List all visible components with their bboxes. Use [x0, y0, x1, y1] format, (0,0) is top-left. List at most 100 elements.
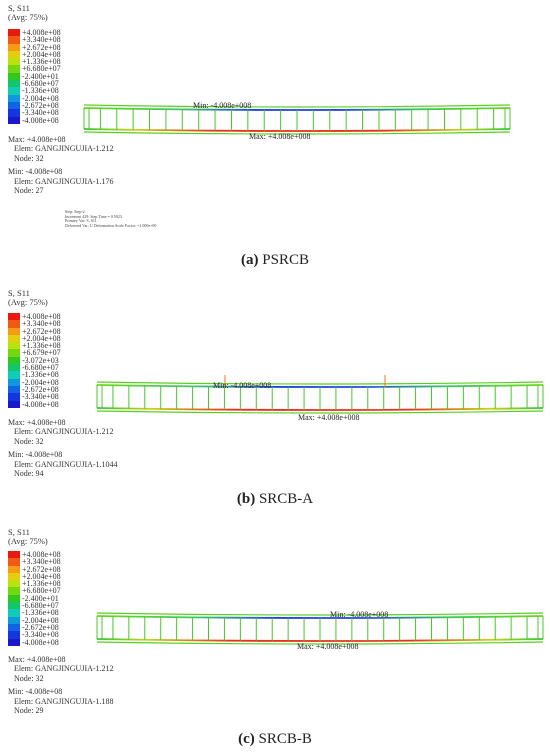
legend-swatch — [8, 334, 20, 343]
min-elem: Elem: GANGJINGUJIA-1.188 — [14, 696, 114, 706]
legend-swatch — [8, 29, 20, 37]
legend-swatch — [8, 638, 20, 646]
legend-label: -1.336e+08 — [22, 86, 59, 96]
legend-swatch — [8, 609, 20, 617]
legend-swatch — [8, 36, 20, 44]
legend-swatch — [8, 80, 20, 88]
legend-swatch — [8, 327, 20, 335]
max-value: Max: +4.008e+08 — [8, 418, 66, 427]
legend-swatch — [8, 116, 20, 124]
legend-swatch — [8, 400, 20, 408]
beam-max-label: Max: +4.008e+008 — [297, 642, 359, 651]
legend-swatch — [8, 587, 20, 595]
legend-label: +6.680e+07 — [22, 64, 61, 74]
legend-label: +4.008e+08 — [22, 550, 61, 559]
legend-label: -2.004e+08 — [22, 93, 59, 103]
min-node: Node: 94 — [14, 469, 44, 479]
beam-min-label: Min: -4.008e+008 — [213, 381, 272, 390]
legend-label: +2.004e+08 — [22, 333, 61, 343]
beam-min-label: Min: -4.008e+008 — [330, 610, 389, 619]
legend-label: -2.672e+08 — [22, 100, 59, 110]
caption-b: (b) SRCB-A — [236, 491, 314, 507]
legend-label: +2.672e+08 — [22, 326, 61, 336]
legend-label: -4.008e+08 — [22, 637, 59, 647]
min-value: Min: -4.008e+08 — [8, 687, 63, 697]
legend-label: +1.336e+08 — [22, 579, 61, 589]
beam-contour — [83, 104, 511, 135]
legend-label: +1.336e+08 — [22, 57, 61, 67]
legend-swatch — [8, 558, 20, 566]
legend-swatch — [8, 565, 20, 573]
legend-label: +2.004e+08 — [22, 49, 61, 59]
beam-bottom-edge — [83, 131, 511, 135]
legend-swatch — [8, 594, 20, 603]
legend-swatch — [8, 364, 20, 372]
panel-psrcb: S, S11 (Avg: 75%) +4.008e+08 +3.340e+08 +2… — [0, 0, 550, 280]
legend-swatch — [8, 378, 20, 386]
legend-swatch — [8, 313, 20, 321]
beam-contour — [96, 375, 544, 414]
beam-min-label: Min: -4.008e+008 — [193, 101, 252, 110]
legend-label: -1.336e+08 — [22, 608, 59, 618]
beam-contour — [96, 612, 544, 645]
max-node: Node: 32 — [14, 436, 44, 446]
beam-max-label: Max: +4.008e+008 — [249, 132, 311, 141]
min-value: Min: -4.008e+08 — [8, 450, 63, 460]
beam-top-chord — [83, 107, 511, 111]
extreme-info: Max: +4.008e+08 Elem: GANGJINGUJIA-1.212… — [8, 655, 114, 715]
averaging-label: (Avg: 75%) — [8, 12, 48, 22]
legend-swatch — [8, 349, 20, 357]
legend-swatch — [8, 393, 20, 401]
legend-swatch — [8, 602, 20, 610]
legend-label: +4.008e+08 — [22, 28, 61, 37]
legend-swatch — [8, 320, 20, 328]
variable-label: S, S11 — [8, 3, 30, 13]
legend-swatch — [8, 43, 20, 51]
legend-swatch — [8, 65, 20, 73]
legend-label: -3.072e+03 — [22, 355, 59, 365]
legend-label: -4.008e+08 — [22, 115, 59, 125]
averaging-label: (Avg: 75%) — [8, 297, 48, 307]
legend-swatch — [8, 623, 20, 632]
panel-srcb-a: S, S11 (Avg: 75%) +4.008e+08 +3.340e+08 +2… — [8, 288, 544, 507]
max-node: Node: 32 — [14, 153, 44, 163]
min-elem: Elem: GANGJINGUJIA-1.176 — [14, 176, 114, 186]
legend-label: -2.672e+08 — [22, 622, 59, 632]
legend-swatch — [8, 342, 20, 350]
legend-label: +4.008e+08 — [22, 312, 61, 321]
legend-label: -2.004e+08 — [22, 377, 59, 387]
max-value: Max: +4.008e+08 — [8, 655, 66, 664]
legend-label: +3.340e+08 — [22, 35, 61, 45]
legend-swatch — [8, 58, 20, 66]
legend-swatch — [8, 631, 20, 639]
caption-a: (a) PSRCB — [241, 252, 309, 268]
legend-label: -4.008e+08 — [22, 399, 59, 409]
extreme-info: Max: +4.008e+08 Elem: GANGJINGUJIA-1.212… — [8, 135, 114, 195]
legend-label: +2.672e+08 — [22, 42, 61, 52]
legend-label: -3.340e+08 — [22, 392, 59, 402]
legend-swatch — [8, 94, 20, 102]
min-value: Min: -4.008e+08 — [8, 167, 63, 177]
beam-bottom-edge — [96, 641, 544, 645]
max-elem: Elem: GANGJINGUJIA-1.212 — [14, 144, 114, 154]
legend-label: -6.680e+07 — [22, 601, 59, 611]
variable-label: S, S11 — [8, 288, 30, 298]
beam-top-edge — [96, 612, 544, 616]
beam-bottom-edge — [96, 410, 544, 414]
legend-label: -2.672e+08 — [22, 384, 59, 394]
legend-label: -3.340e+08 — [22, 108, 59, 118]
variable-label: S, S11 — [8, 527, 30, 537]
legend-swatch — [8, 580, 20, 588]
legend-swatch — [8, 356, 20, 365]
legend-label: -2.400e+01 — [22, 593, 59, 603]
legend-swatch — [8, 109, 20, 117]
contour-header: S, S11 (Avg: 75%) — [8, 528, 48, 546]
legend-label: -6.680e+07 — [22, 79, 59, 89]
legend-label: -6.680e+07 — [22, 363, 59, 373]
legend-label: -2.004e+08 — [22, 615, 59, 625]
legend-swatch — [8, 551, 20, 559]
max-value: Max: +4.008e+08 — [8, 135, 66, 144]
max-elem: Elem: GANGJINGUJIA-1.212 — [14, 427, 114, 437]
min-elem: Elem: GANGJINGUJIA-1.1044 — [14, 459, 118, 469]
